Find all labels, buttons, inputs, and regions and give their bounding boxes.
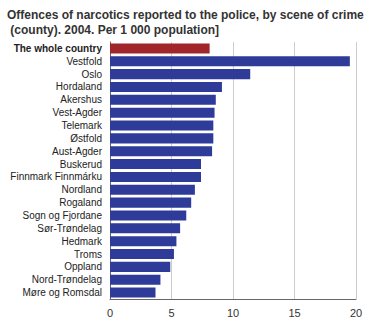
- svg-text:20: 20: [350, 307, 362, 319]
- svg-text:Finnmark Finnmárku: Finnmark Finnmárku: [10, 171, 102, 182]
- svg-text:5: 5: [168, 307, 174, 319]
- svg-text:Vestfold: Vestfold: [66, 56, 102, 67]
- svg-text:Vest-Agder: Vest-Agder: [53, 107, 103, 118]
- svg-text:15: 15: [288, 307, 300, 319]
- svg-text:Sør-Trøndelag: Sør-Trøndelag: [37, 223, 102, 234]
- svg-text:10: 10: [227, 307, 239, 319]
- svg-text:Møre og Romsdal: Møre og Romsdal: [23, 287, 102, 298]
- svg-text:Nord-Trøndelag: Nord-Trøndelag: [32, 274, 102, 285]
- svg-text:Troms: Troms: [74, 249, 102, 260]
- svg-text:Telemark: Telemark: [61, 120, 103, 131]
- svg-text:Aust-Agder: Aust-Agder: [52, 146, 103, 157]
- svg-text:Hedmark: Hedmark: [61, 236, 103, 247]
- svg-text:The whole country: The whole country: [14, 43, 103, 54]
- svg-text:0: 0: [107, 307, 113, 319]
- svg-text:Akershus: Akershus: [60, 94, 102, 105]
- svg-text:Offences of narcotics reported: Offences of narcotics reported to the po…: [7, 8, 364, 22]
- svg-text:Buskerud: Buskerud: [60, 159, 102, 170]
- svg-text:Sogn og Fjordane: Sogn og Fjordane: [22, 210, 102, 221]
- svg-text:Oppland: Oppland: [64, 261, 102, 272]
- svg-text:Hordaland: Hordaland: [56, 81, 102, 92]
- svg-text:Nordland: Nordland: [61, 184, 102, 195]
- svg-text:Rogaland: Rogaland: [59, 197, 102, 208]
- svg-text:Oslo: Oslo: [81, 69, 102, 80]
- svg-text:(county). 2004. Per 1 000 popu: (county). 2004. Per 1 000 population]: [7, 23, 219, 37]
- svg-text:Østfold: Østfold: [70, 133, 102, 144]
